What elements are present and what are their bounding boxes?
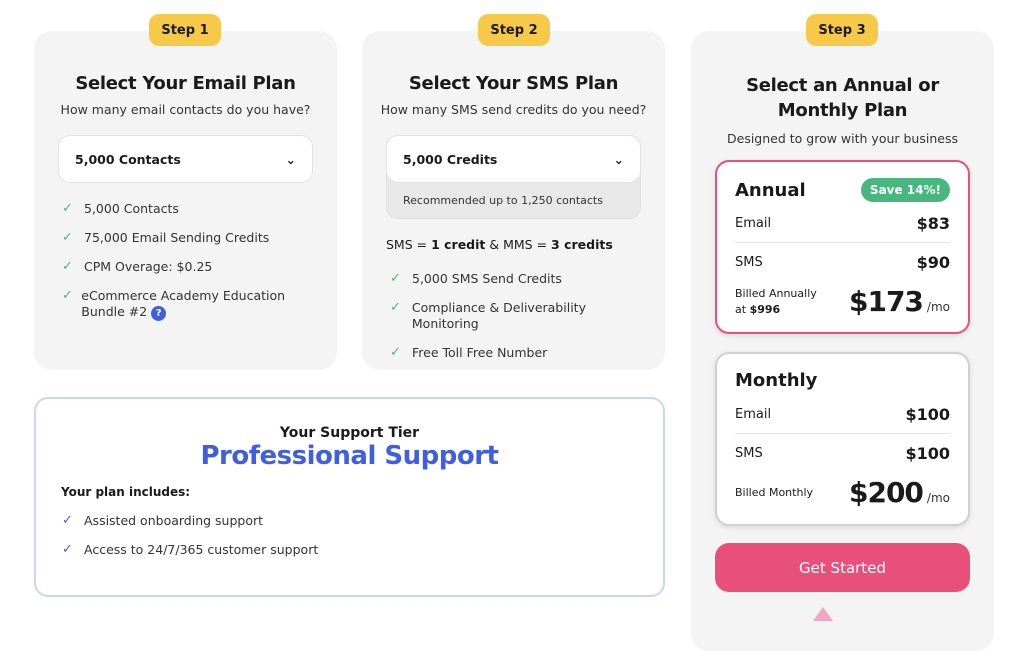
recommended-note: Recommended up to 1,250 contacts: [403, 194, 603, 207]
feature-item: ✓ 5,000 Contacts: [62, 201, 179, 216]
credit-ratio: SMS = 1 credit & MMS = 3 credits: [386, 237, 613, 252]
monthly-email-row: Email $100: [735, 404, 950, 424]
annual-label: Annual: [735, 179, 806, 201]
check-icon: ✓: [62, 542, 73, 557]
step-2-badge: Step 2: [478, 14, 550, 46]
check-icon: ✓: [390, 345, 401, 360]
feature-item: ✓ Free Toll Free Number: [390, 345, 548, 360]
monthly-total: Billed Monthly $200/mo: [735, 476, 950, 509]
monthly-label: Monthly: [735, 370, 818, 391]
chevron-down-icon: ⌄: [285, 151, 296, 167]
monthly-plan-option[interactable]: Monthly Email $100 SMS $100 Billed Monthly…: [715, 352, 970, 526]
feature-item: ✓ eCommerce Academy Education Bundle #2 ?: [62, 288, 286, 321]
check-icon: ✓: [390, 300, 401, 315]
annual-email-row: Email $83: [735, 213, 950, 233]
save-badge: Save 14%!: [860, 178, 950, 202]
check-icon: ✓: [62, 513, 73, 528]
support-item: ✓ Access to 24/7/365 customer support: [62, 542, 319, 557]
help-icon[interactable]: ?: [151, 306, 167, 321]
support-heading: Your Support Tier: [279, 425, 420, 441]
get-started-button[interactable]: Get Started: [715, 543, 970, 592]
sms-plan-title: Select Your SMS Plan: [408, 73, 619, 94]
annual-total: Billed Annually at $996 $173/mo: [735, 285, 950, 318]
billing-title: Select an Annual or Monthly Plan: [746, 75, 939, 121]
email-contacts-select[interactable]: 5,000 Contacts ⌄: [58, 135, 313, 183]
email-plan-title: Select Your Email Plan: [75, 73, 296, 94]
billing-subtitle: Designed to grow with your business: [727, 131, 958, 146]
check-icon: ✓: [62, 259, 73, 274]
selected-value: 5,000 Credits: [403, 151, 498, 167]
pointer-decoration: [813, 607, 833, 621]
sms-credits-select[interactable]: 5,000 Credits ⌄: [386, 135, 641, 183]
check-icon: ✓: [62, 288, 73, 303]
sms-select-group: 5,000 Credits ⌄ Recommended up to 1,250 c…: [386, 135, 641, 219]
support-tier-name: Professional Support: [200, 441, 499, 471]
sms-plan-card: Select Your SMS Plan How many SMS send c…: [362, 31, 665, 370]
step-1-badge: Step 1: [149, 14, 221, 46]
selected-value: 5,000 Contacts: [75, 151, 181, 167]
sms-plan-subtitle: How many SMS send credits do you need?: [380, 102, 647, 117]
feature-item: ✓ Compliance & Deliverability Monitoring: [390, 300, 586, 331]
plan-includes-label: Your plan includes:: [61, 485, 191, 499]
monthly-sms-row: SMS $100: [735, 443, 950, 463]
check-icon: ✓: [62, 230, 73, 245]
billing-card: Select an Annual or Monthly Plan Designe…: [691, 31, 994, 651]
check-icon: ✓: [62, 201, 73, 216]
annual-plan-option[interactable]: Annual Save 14%! Email $83 SMS $90 Billed A…: [715, 160, 970, 334]
check-icon: ✓: [390, 271, 401, 286]
support-item: ✓ Assisted onboarding support: [62, 513, 264, 528]
annual-sms-row: SMS $90: [735, 252, 950, 272]
step-3-badge: Step 3: [806, 14, 878, 46]
chevron-down-icon: ⌄: [613, 151, 624, 167]
feature-item: ✓ 75,000 Email Sending Credits: [62, 230, 270, 245]
email-plan-subtitle: How many email contacts do you have?: [60, 102, 311, 117]
feature-item: ✓ 5,000 SMS Send Credits: [390, 271, 562, 286]
email-plan-card: Select Your Email Plan How many email co…: [34, 31, 337, 370]
support-tier-card: Your Support Tier Professional Support Y…: [34, 397, 665, 597]
feature-item: ✓ CPM Overage: $0.25: [62, 259, 213, 274]
